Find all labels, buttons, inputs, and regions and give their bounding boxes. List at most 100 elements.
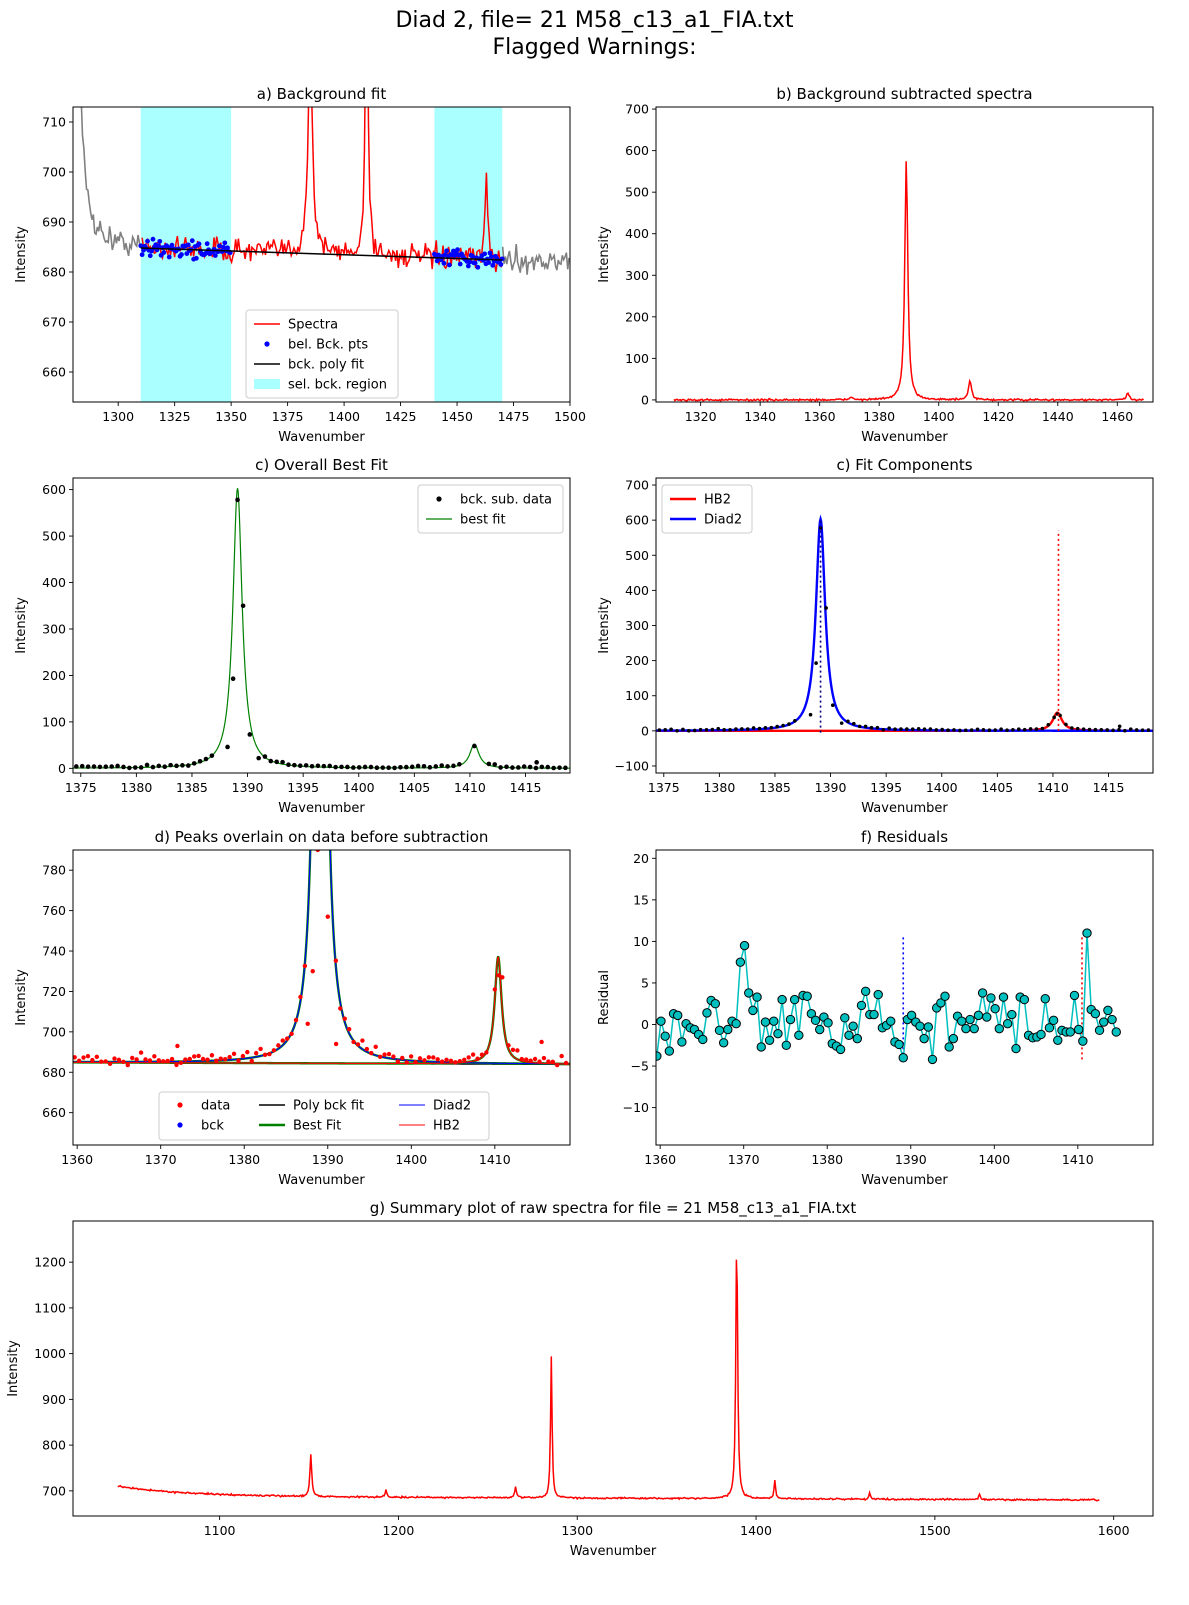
residual-point [898, 1053, 908, 1063]
residual-point [873, 989, 883, 1000]
legend-box [661, 484, 753, 534]
data-point [132, 765, 138, 770]
data-point [280, 759, 285, 765]
data-point [156, 763, 162, 769]
data-point [236, 1058, 241, 1063]
data-point [975, 727, 980, 732]
y-axis-label-c1: Intensity [14, 597, 29, 654]
y-tick-label: 700 [42, 1024, 66, 1039]
y-tick-label: 800 [42, 1438, 66, 1453]
data-point [550, 1059, 555, 1065]
bck-point [196, 241, 202, 247]
data-point [1075, 726, 1080, 731]
residual-point [739, 940, 750, 951]
x-tick-label: 1325 [159, 409, 191, 424]
x-tick-label: 1370 [728, 1152, 760, 1167]
y-axis-label-d: Intensity [14, 969, 29, 1026]
data-point [73, 1055, 77, 1060]
data-point [757, 726, 762, 731]
data-point [327, 763, 333, 769]
x-tick-label: 1380 [703, 780, 735, 795]
data-point [946, 728, 950, 732]
residual-point [919, 1033, 929, 1044]
data-point [1040, 726, 1045, 731]
data-point [763, 725, 768, 730]
data-point [504, 764, 509, 770]
y-axis-label-a: Intensity [14, 226, 29, 283]
axes-frame-a [72, 106, 571, 403]
residual-point [1019, 994, 1030, 1005]
data-point [922, 727, 927, 731]
legend-box [158, 1091, 490, 1141]
data-point [555, 1062, 560, 1068]
data-point [364, 1046, 370, 1052]
y-tick-label: 700 [625, 102, 649, 117]
plot-area-f [656, 928, 1121, 1065]
data-point [97, 764, 103, 770]
x-tick-label: 1410 [479, 1152, 511, 1167]
axes-frame-c1 [72, 477, 571, 774]
residual-point [1090, 1009, 1101, 1019]
y-tick-label: 600 [625, 513, 649, 528]
data-point [769, 725, 774, 730]
data-point [500, 975, 505, 980]
data-point [197, 758, 203, 764]
data-point [421, 763, 427, 769]
panel-g: g) Summary plot of raw spectra for file … [6, 1199, 1154, 1559]
data-point [152, 1054, 157, 1059]
data-point [103, 1059, 108, 1064]
x-tick-label: 1350 [215, 409, 247, 424]
residual-point [1103, 1005, 1113, 1016]
data-point [180, 763, 185, 768]
data-point [369, 1050, 374, 1056]
data-point [1011, 727, 1015, 732]
data-point [293, 1017, 299, 1023]
data-point [286, 762, 291, 768]
residual-point [994, 1023, 1005, 1034]
residual-point [915, 1021, 925, 1031]
poly-fit-line [140, 247, 503, 261]
residual-point [961, 1023, 971, 1034]
x-tick-label: 1415 [1093, 780, 1125, 795]
y-axis-label-f: Residual [597, 970, 612, 1025]
data-point [435, 1057, 440, 1062]
legend-entry: Diad2 [704, 513, 742, 528]
y-tick-label: −10 [623, 1100, 649, 1115]
data-point [439, 763, 444, 768]
background-data-line [501, 244, 570, 275]
data-point [222, 1056, 228, 1062]
y-tick-label: 760 [42, 903, 66, 918]
legend-handle [254, 379, 280, 389]
residual-point [1078, 1036, 1088, 1046]
residual-point [869, 1009, 879, 1020]
data-point [969, 728, 974, 732]
bck-point [193, 255, 199, 261]
x-axis-label-c1: Wavenumber [278, 801, 365, 816]
y-tick-label: 680 [42, 265, 66, 280]
residual-point [1099, 1017, 1109, 1027]
data-point [534, 760, 539, 765]
bck-point [139, 252, 145, 258]
data-point [704, 728, 709, 732]
data-point [138, 1050, 144, 1055]
residual-point [957, 1016, 967, 1026]
data-point [426, 1055, 432, 1060]
x-tick-label: 1360 [61, 1152, 93, 1167]
x-tick-label: 1460 [1101, 409, 1133, 424]
residual-point [1107, 1014, 1117, 1025]
bck-point [455, 247, 460, 253]
plot-area-d [73, 850, 570, 1068]
subtracted-spectra-line [673, 161, 1144, 402]
residual-point [998, 992, 1009, 1002]
legend-handle [264, 341, 270, 347]
x-tick-label: 1400 [343, 780, 375, 795]
data-point [284, 1036, 290, 1041]
residual-point [656, 1051, 662, 1061]
y-tick-label: 700 [625, 478, 649, 493]
bck-point [149, 248, 155, 254]
data-point [130, 1055, 135, 1061]
data-point [315, 763, 321, 769]
data-point [1016, 727, 1021, 731]
data-point [869, 725, 874, 730]
residual-point [1065, 1027, 1076, 1037]
